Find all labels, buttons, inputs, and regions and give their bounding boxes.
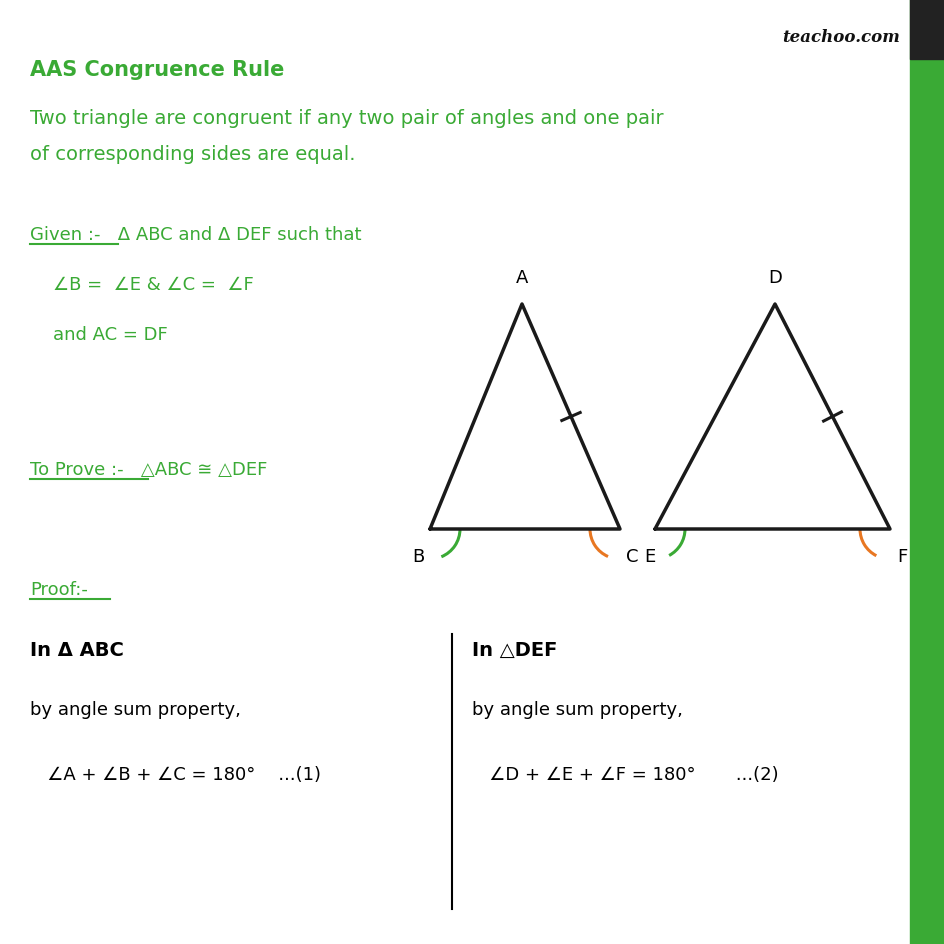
Text: by angle sum property,: by angle sum property, [30,700,241,718]
Text: E: E [644,548,655,565]
Bar [909,0,944,944]
Text: Given :-   Δ ABC and Δ DEF such that: Given :- Δ ABC and Δ DEF such that [30,226,362,244]
Text: Two triangle are congruent if any two pair of angles and one pair: Two triangle are congruent if any two pa… [30,109,663,127]
Text: by angle sum property,: by angle sum property, [471,700,683,718]
Text: ∠B =  ∠E & ∠C =  ∠F: ∠B = ∠E & ∠C = ∠F [30,276,254,294]
Text: In △DEF: In △DEF [471,640,557,659]
Text: and AC = DF: and AC = DF [30,326,168,344]
Text: C: C [625,548,637,565]
Text: AAS Congruence Rule: AAS Congruence Rule [30,59,284,80]
Text: D: D [767,269,781,287]
Text: A: A [515,269,528,287]
Text: Proof:-: Proof:- [30,581,88,598]
Text: of corresponding sides are equal.: of corresponding sides are equal. [30,145,355,164]
Bar [909,0,944,59]
Text: ∠A + ∠B + ∠C = 180°    ...(1): ∠A + ∠B + ∠C = 180° ...(1) [30,766,321,784]
Text: In Δ ABC: In Δ ABC [30,640,124,659]
Text: B: B [412,548,424,565]
Text: To Prove :-   △ABC ≅ △DEF: To Prove :- △ABC ≅ △DEF [30,461,267,479]
Text: F: F [896,548,906,565]
Text: ∠D + ∠E + ∠F = 180°       ...(2): ∠D + ∠E + ∠F = 180° ...(2) [471,766,778,784]
Text: teachoo.com: teachoo.com [782,29,899,46]
